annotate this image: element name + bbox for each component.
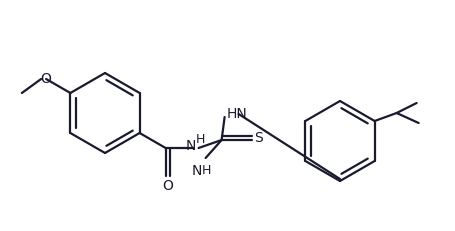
Text: H: H [202,164,211,177]
Text: H: H [196,133,205,146]
Text: O: O [40,72,51,86]
Text: O: O [162,179,173,193]
Text: N: N [185,139,196,153]
Text: HN: HN [227,107,248,121]
Text: N: N [191,164,202,178]
Text: S: S [255,131,263,145]
